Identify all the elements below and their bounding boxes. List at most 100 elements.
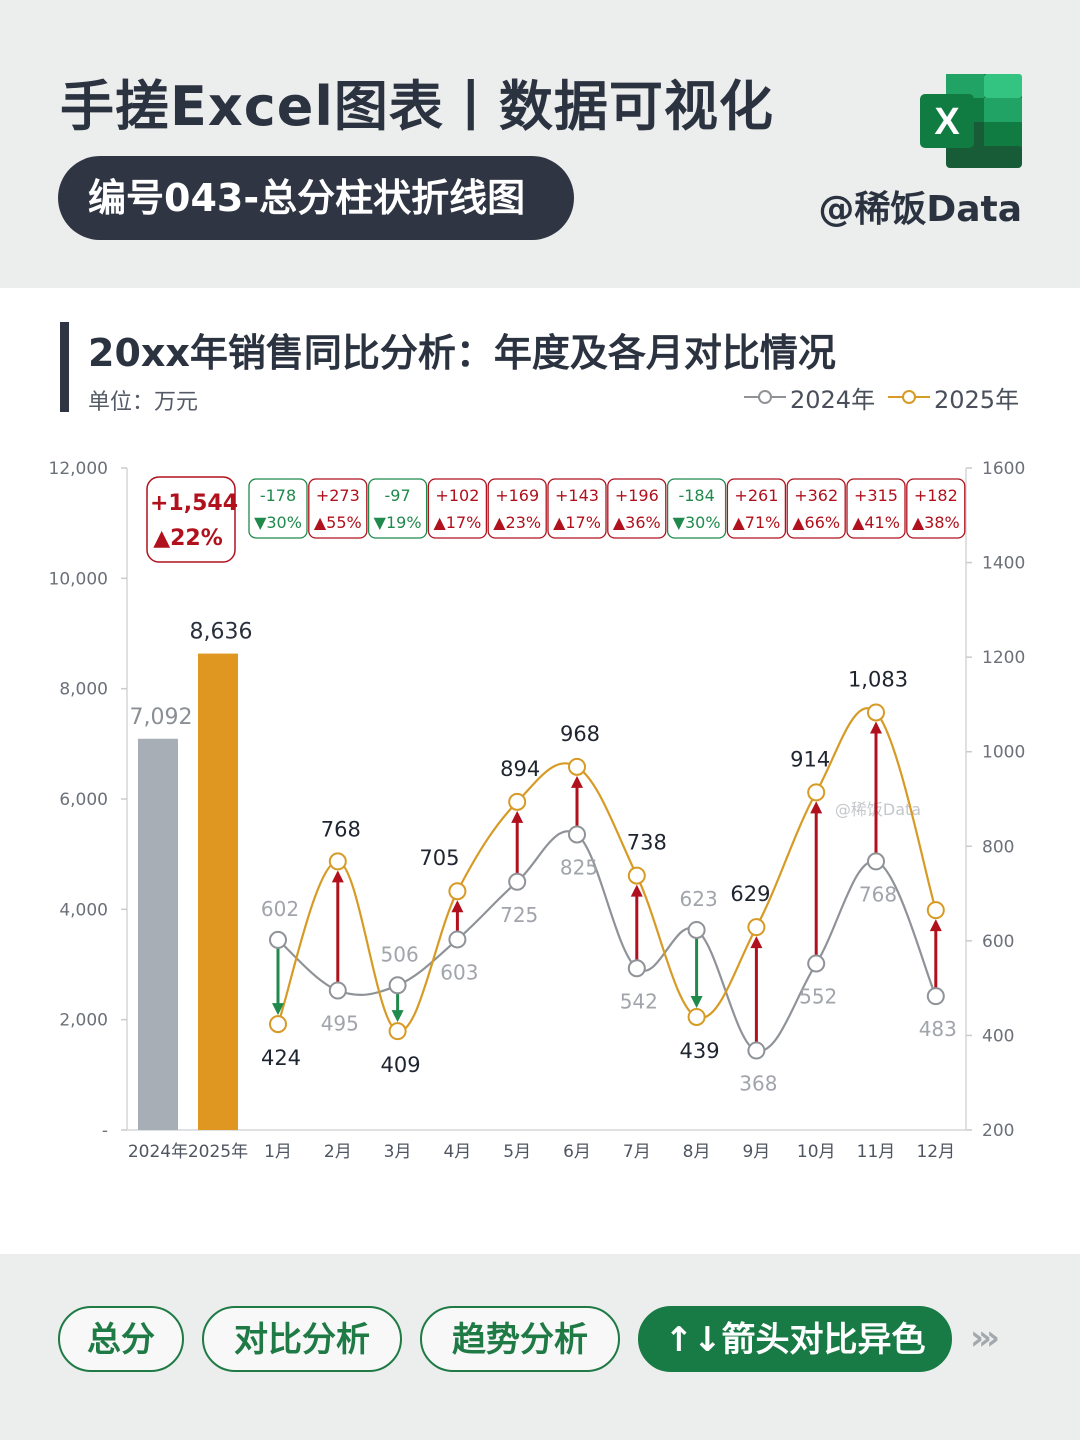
series-point-2025: [687, 1007, 706, 1026]
series-point-2024: [448, 930, 467, 949]
right-tick-label: 400: [982, 1026, 1014, 1046]
data-label-2024: 768: [859, 882, 897, 906]
total-bar-2024: [138, 738, 178, 1130]
month-change-pct: ▲23%: [493, 513, 541, 532]
total-change-badge: [146, 476, 236, 563]
x-tick-label: 11月: [857, 1142, 896, 1162]
series-point-2025: [807, 783, 826, 802]
legend-marker-2024: [744, 390, 786, 404]
change-arrow-head: [810, 801, 823, 814]
right-tick-label: 1000: [982, 743, 1025, 763]
month-change-diff: +182: [914, 486, 958, 505]
total-change-pct: ▲22%: [153, 526, 223, 551]
data-label-2024: 603: [440, 960, 478, 984]
total-change-diff: +1,544: [150, 491, 238, 516]
series-point-2024: [328, 981, 347, 1000]
change-arrow-head: [571, 775, 583, 788]
excel-icon: X: [920, 74, 1022, 168]
month-change-diff: +273: [316, 486, 360, 505]
data-label-2024: 368: [739, 1072, 777, 1096]
series-point-2024: [926, 987, 945, 1006]
data-label-2024: 483: [919, 1017, 957, 1041]
x-tick-label: 9月: [742, 1142, 770, 1162]
month-change-badge: [367, 478, 428, 539]
x-tick-label: 7月: [623, 1142, 651, 1162]
tag-compare[interactable]: 对比分析: [202, 1306, 402, 1372]
total-bar-2025: [198, 653, 238, 1130]
right-tick-label: 800: [982, 837, 1014, 857]
series-point-2025: [508, 792, 527, 811]
month-change-badge: [726, 478, 787, 539]
x-tick-label: 8月: [683, 1142, 711, 1162]
change-arrow-head: [272, 1003, 284, 1016]
change-arrow-head: [511, 810, 524, 823]
data-label-2025: 894: [500, 757, 540, 781]
month-change-badge: [308, 478, 368, 539]
legend-item-2024: 2024年: [744, 382, 875, 414]
total-bar-value-label: 8,636: [190, 620, 253, 645]
right-tick-label: 1200: [982, 648, 1025, 668]
tag-total[interactable]: 总分: [58, 1306, 184, 1372]
series-point-2025: [867, 703, 885, 722]
data-label-2024: 495: [321, 1012, 359, 1036]
left-tick-label: 6,000: [59, 790, 108, 810]
month-change-badge: [427, 478, 488, 539]
tag-arrow-compare[interactable]: ↑↓箭头对比异色: [638, 1306, 952, 1372]
data-label-2024: 825: [560, 855, 598, 879]
month-change-diff: -184: [678, 486, 714, 505]
month-change-pct: ▼30%: [254, 513, 302, 532]
unit-label: 单位：万元: [88, 390, 199, 415]
sales-chart: - 2,000 4,000 6,000 8,000 10,000 12,000 200 400 6…: [49, 459, 1026, 1162]
month-change-badge: [906, 478, 966, 539]
month-change-diff: +362: [794, 486, 838, 505]
month-change-pct: ▲36%: [613, 513, 661, 532]
month-change-pct: ▲71%: [732, 513, 780, 532]
month-change-pct: ▲41%: [852, 513, 900, 532]
data-label-2025: 439: [680, 1039, 720, 1063]
month-change-diff: +169: [495, 486, 539, 505]
series-point-2024: [269, 930, 287, 949]
change-arrow-head: [391, 1010, 404, 1023]
series-point-2025: [328, 852, 347, 871]
month-change-diff: +143: [555, 486, 599, 505]
series-point-2024: [867, 852, 885, 871]
tag-trend[interactable]: 趋势分析: [420, 1306, 620, 1372]
total-bar-value-label: 7,092: [130, 705, 193, 730]
series-point-2025: [388, 1022, 407, 1041]
more-chevrons-icon[interactable]: ›››: [970, 1318, 1000, 1358]
x-tick-label: 6月: [563, 1142, 591, 1162]
x-tick-label: 10月: [797, 1142, 836, 1162]
data-label-2024: 602: [261, 897, 299, 921]
series-point-2024: [687, 920, 706, 939]
title-accent-bar: [60, 322, 69, 412]
series-point-2024: [388, 976, 407, 995]
data-label-2024: 725: [500, 903, 538, 927]
month-change-pct: ▼19%: [374, 513, 422, 532]
change-arrow-head: [331, 870, 344, 883]
series-point-2024: [747, 1041, 766, 1060]
month-change-badge: [248, 478, 308, 539]
x-tick-label: 3月: [384, 1142, 412, 1162]
header-subtitle-pill: 编号043-总分柱状折线图: [58, 156, 574, 240]
change-arrow-head: [630, 884, 643, 897]
data-label-2025: 1,083: [848, 667, 908, 691]
author-handle: @稀饭Data: [818, 189, 1022, 230]
series-point-2025: [448, 882, 467, 901]
footer-tags: 总分 对比分析 趋势分析 ↑↓箭头对比异色 ›››: [0, 1306, 1080, 1374]
month-change-diff: +261: [734, 486, 778, 505]
data-label-2025: 738: [627, 831, 667, 855]
x-tick-label: 1月: [264, 1142, 292, 1162]
series-point-2024: [568, 825, 586, 844]
header-title: 手搓Excel图表丨数据可视化: [60, 75, 774, 138]
x-tick-label: 5月: [503, 1142, 531, 1162]
x-tick-label: 4月: [443, 1142, 471, 1162]
series-point-2025: [926, 901, 945, 920]
month-change-pct: ▲66%: [792, 513, 840, 532]
left-tick-label: -: [102, 1121, 108, 1141]
month-change-diff: +102: [435, 486, 479, 505]
data-label-2025: 409: [381, 1053, 421, 1077]
series-point-2025: [627, 866, 646, 885]
data-label-2024: 506: [381, 942, 419, 966]
right-tick-label: 1400: [982, 554, 1025, 574]
series-line-2024: [277, 830, 937, 1052]
